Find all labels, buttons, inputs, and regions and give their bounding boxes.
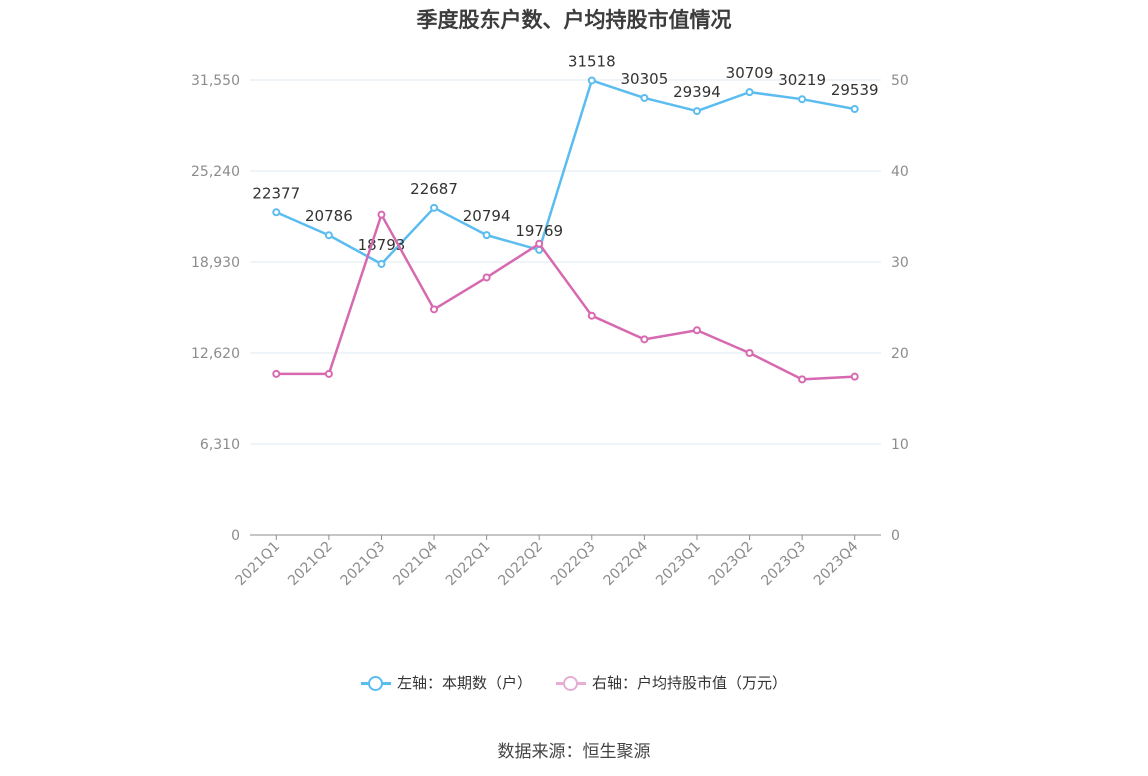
households-data-label: 22377 bbox=[252, 184, 300, 202]
households-data-point bbox=[587, 76, 596, 85]
y-left-tick-label: 18,930 bbox=[191, 255, 240, 271]
y-right-tick-label: 0 bbox=[891, 528, 900, 544]
households-data-point bbox=[850, 105, 859, 114]
y-left-tick-label: 31,550 bbox=[191, 73, 240, 89]
households-data-point bbox=[745, 88, 754, 97]
data-source-note: 数据来源：恒生聚源 bbox=[497, 742, 651, 762]
x-tick-label: 2022Q3 bbox=[548, 539, 599, 590]
avg-market-value-data-point bbox=[430, 305, 439, 314]
avg-market-value-data-point bbox=[587, 311, 596, 320]
households-data-point bbox=[482, 231, 491, 240]
legend-households-label: 左轴：本期数（户） bbox=[396, 674, 532, 692]
legend-households-marker-icon bbox=[360, 675, 391, 691]
y-right-tick-label: 20 bbox=[891, 346, 909, 362]
avg-market-value-data-point bbox=[798, 375, 807, 384]
y-right-tick-label: 50 bbox=[891, 73, 909, 89]
y-left-tick-label: 0 bbox=[231, 528, 240, 544]
avg-market-value-data-point bbox=[272, 369, 281, 378]
x-tick-label: 2021Q1 bbox=[233, 539, 284, 590]
households-data-point bbox=[272, 208, 281, 217]
households-data-point bbox=[798, 95, 807, 104]
y-left-tick-label: 25,240 bbox=[191, 164, 240, 180]
households-data-point bbox=[640, 93, 649, 102]
x-tick-label: 2023Q2 bbox=[706, 539, 757, 590]
households-data-point bbox=[377, 259, 386, 268]
legend-avg-market-value-label: 右轴：户均持股市值（万元） bbox=[592, 674, 788, 692]
chart-title: 季度股东户数、户均持股市值情况 bbox=[416, 8, 732, 32]
households-series-line bbox=[275, 79, 855, 266]
legend-avg-market-value-marker-icon bbox=[556, 675, 586, 691]
avg-market-value-data-point bbox=[324, 369, 333, 378]
avg-market-value-data-point bbox=[850, 372, 859, 381]
households-data-point bbox=[430, 203, 439, 212]
avg-market-value-data-point bbox=[640, 335, 649, 344]
x-tick-label: 2022Q1 bbox=[443, 539, 494, 590]
legend: 左轴：本期数（户） 右轴：户均持股市值（万元） bbox=[0, 672, 1148, 693]
avg-market-value-data-point bbox=[535, 239, 544, 248]
avg-market-value-data-point bbox=[692, 326, 701, 335]
households-data-label: 19769 bbox=[515, 222, 563, 240]
households-data-point bbox=[324, 231, 333, 240]
avg-market-value-data-point bbox=[745, 349, 754, 357]
y-right-tick-label: 10 bbox=[891, 437, 909, 453]
x-tick-label: 2022Q2 bbox=[495, 539, 546, 590]
avg-market-value-series-line bbox=[276, 213, 855, 381]
avg-market-value-data-point bbox=[482, 273, 491, 282]
y-left-tick-label: 6,310 bbox=[200, 437, 240, 453]
households-data-label: 22687 bbox=[410, 180, 458, 198]
x-tick-label: 2021Q3 bbox=[338, 539, 389, 590]
x-tick-label: 2021Q4 bbox=[390, 538, 441, 589]
households-data-label: 30305 bbox=[621, 70, 669, 88]
households-data-label: 30709 bbox=[726, 64, 774, 82]
x-tick-label: 2023Q1 bbox=[653, 539, 704, 590]
x-tick-label: 2023Q3 bbox=[758, 539, 809, 590]
x-tick-label: 2021Q2 bbox=[285, 539, 336, 590]
legend-item-avg-market-value[interactable]: 右轴：户均持股市值（万元） bbox=[556, 672, 787, 693]
x-tick-label: 2022Q4 bbox=[601, 538, 652, 589]
households-data-label: 31518 bbox=[568, 52, 616, 70]
chart-plot: 0 0 6,310 10 12,620 20 18,930 30 25,240 40 31,550 5… bbox=[191, 52, 909, 590]
households-data-point bbox=[692, 107, 701, 116]
households-data-label: 20786 bbox=[305, 207, 353, 225]
households-data-label: 29539 bbox=[831, 81, 879, 99]
y-right-tick-label: 30 bbox=[891, 255, 909, 271]
legend-item-households[interactable]: 左轴：本期数（户） bbox=[360, 672, 532, 693]
y-left-tick-label: 12,620 bbox=[191, 346, 240, 362]
households-data-label: 29394 bbox=[673, 83, 721, 101]
x-tick-label: 2023Q4 bbox=[811, 538, 862, 589]
households-data-label: 30219 bbox=[778, 71, 826, 89]
households-data-label: 20794 bbox=[463, 207, 511, 225]
avg-market-value-data-point bbox=[377, 210, 386, 219]
y-right-tick-label: 40 bbox=[891, 164, 909, 180]
